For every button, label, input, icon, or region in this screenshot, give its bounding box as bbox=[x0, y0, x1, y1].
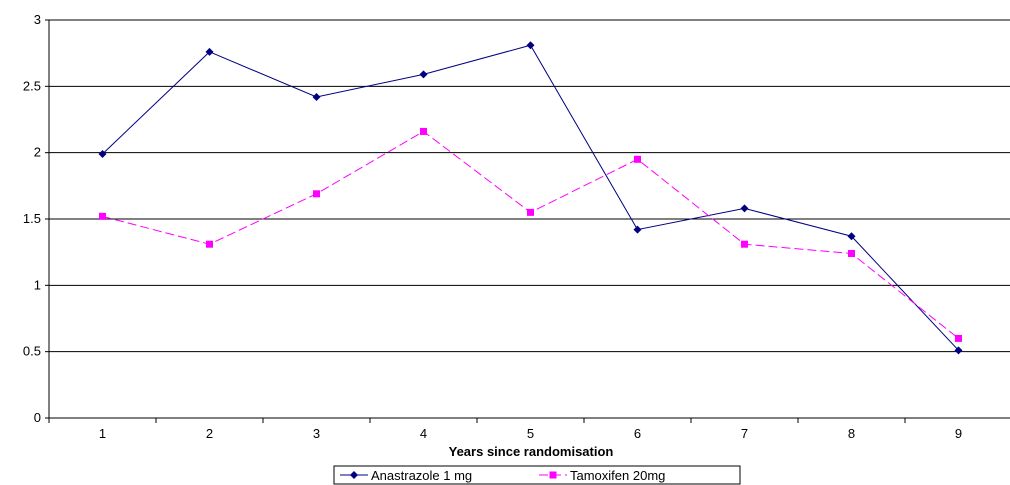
legend-box bbox=[333, 465, 741, 485]
legend: Anastrazole 1 mg Tamoxifen 20mg bbox=[333, 465, 741, 485]
x-tick-label: 2 bbox=[206, 426, 213, 441]
data-point bbox=[633, 225, 642, 234]
y-tick-labels: 0 0.5 1 1.5 2 2.5 3 bbox=[23, 12, 41, 425]
data-point bbox=[955, 334, 962, 342]
data-point bbox=[847, 232, 856, 241]
x-axis-title: Years since randomisation bbox=[449, 444, 614, 459]
data-point bbox=[740, 204, 749, 213]
legend-marker bbox=[549, 471, 557, 479]
x-tick-label: 3 bbox=[313, 426, 320, 441]
y-tick-label: 0 bbox=[34, 410, 41, 425]
axes bbox=[45, 19, 1010, 423]
data-point bbox=[634, 155, 641, 163]
y-tick-label: 0.5 bbox=[23, 344, 41, 359]
series-line bbox=[102, 44, 959, 351]
y-tick-label: 1 bbox=[34, 277, 41, 292]
x-tick-label: 4 bbox=[420, 426, 427, 441]
legend-label: Tamoxifen 20mg bbox=[570, 468, 665, 483]
data-point bbox=[954, 346, 963, 355]
series-lines bbox=[98, 41, 963, 355]
data-point bbox=[205, 47, 214, 56]
data-point bbox=[312, 92, 321, 101]
x-tick-label: 6 bbox=[634, 426, 641, 441]
data-point bbox=[741, 240, 748, 248]
series-2 bbox=[99, 127, 962, 342]
data-point bbox=[526, 41, 535, 50]
legend-item-2: Tamoxifen 20mg bbox=[539, 468, 665, 483]
y-tick-label: 1.5 bbox=[23, 211, 41, 226]
y-tick-label: 3 bbox=[34, 12, 41, 27]
data-point bbox=[420, 127, 427, 135]
data-point bbox=[527, 208, 534, 216]
x-tick-label: 1 bbox=[99, 426, 106, 441]
y-tick-label: 2 bbox=[34, 145, 41, 160]
gridlines bbox=[49, 19, 1010, 353]
legend-marker bbox=[350, 471, 358, 479]
data-point bbox=[848, 249, 855, 257]
data-point bbox=[98, 149, 107, 158]
data-point bbox=[99, 212, 106, 220]
series-1 bbox=[98, 41, 963, 355]
data-point bbox=[419, 70, 428, 79]
legend-label: Anastrazole 1 mg bbox=[371, 468, 472, 483]
x-tick-label: 7 bbox=[741, 426, 748, 441]
y-tick-label: 2.5 bbox=[23, 78, 41, 93]
data-point bbox=[206, 240, 213, 248]
x-tick-label: 5 bbox=[527, 426, 534, 441]
x-tick-label: 9 bbox=[955, 426, 962, 441]
legend-item-1: Anastrazole 1 mg bbox=[340, 468, 472, 483]
x-tick-label: 8 bbox=[848, 426, 855, 441]
series-line bbox=[102, 130, 959, 339]
x-tick-labels: 1 2 3 4 5 6 7 8 9 bbox=[99, 426, 962, 441]
data-point bbox=[313, 190, 320, 198]
